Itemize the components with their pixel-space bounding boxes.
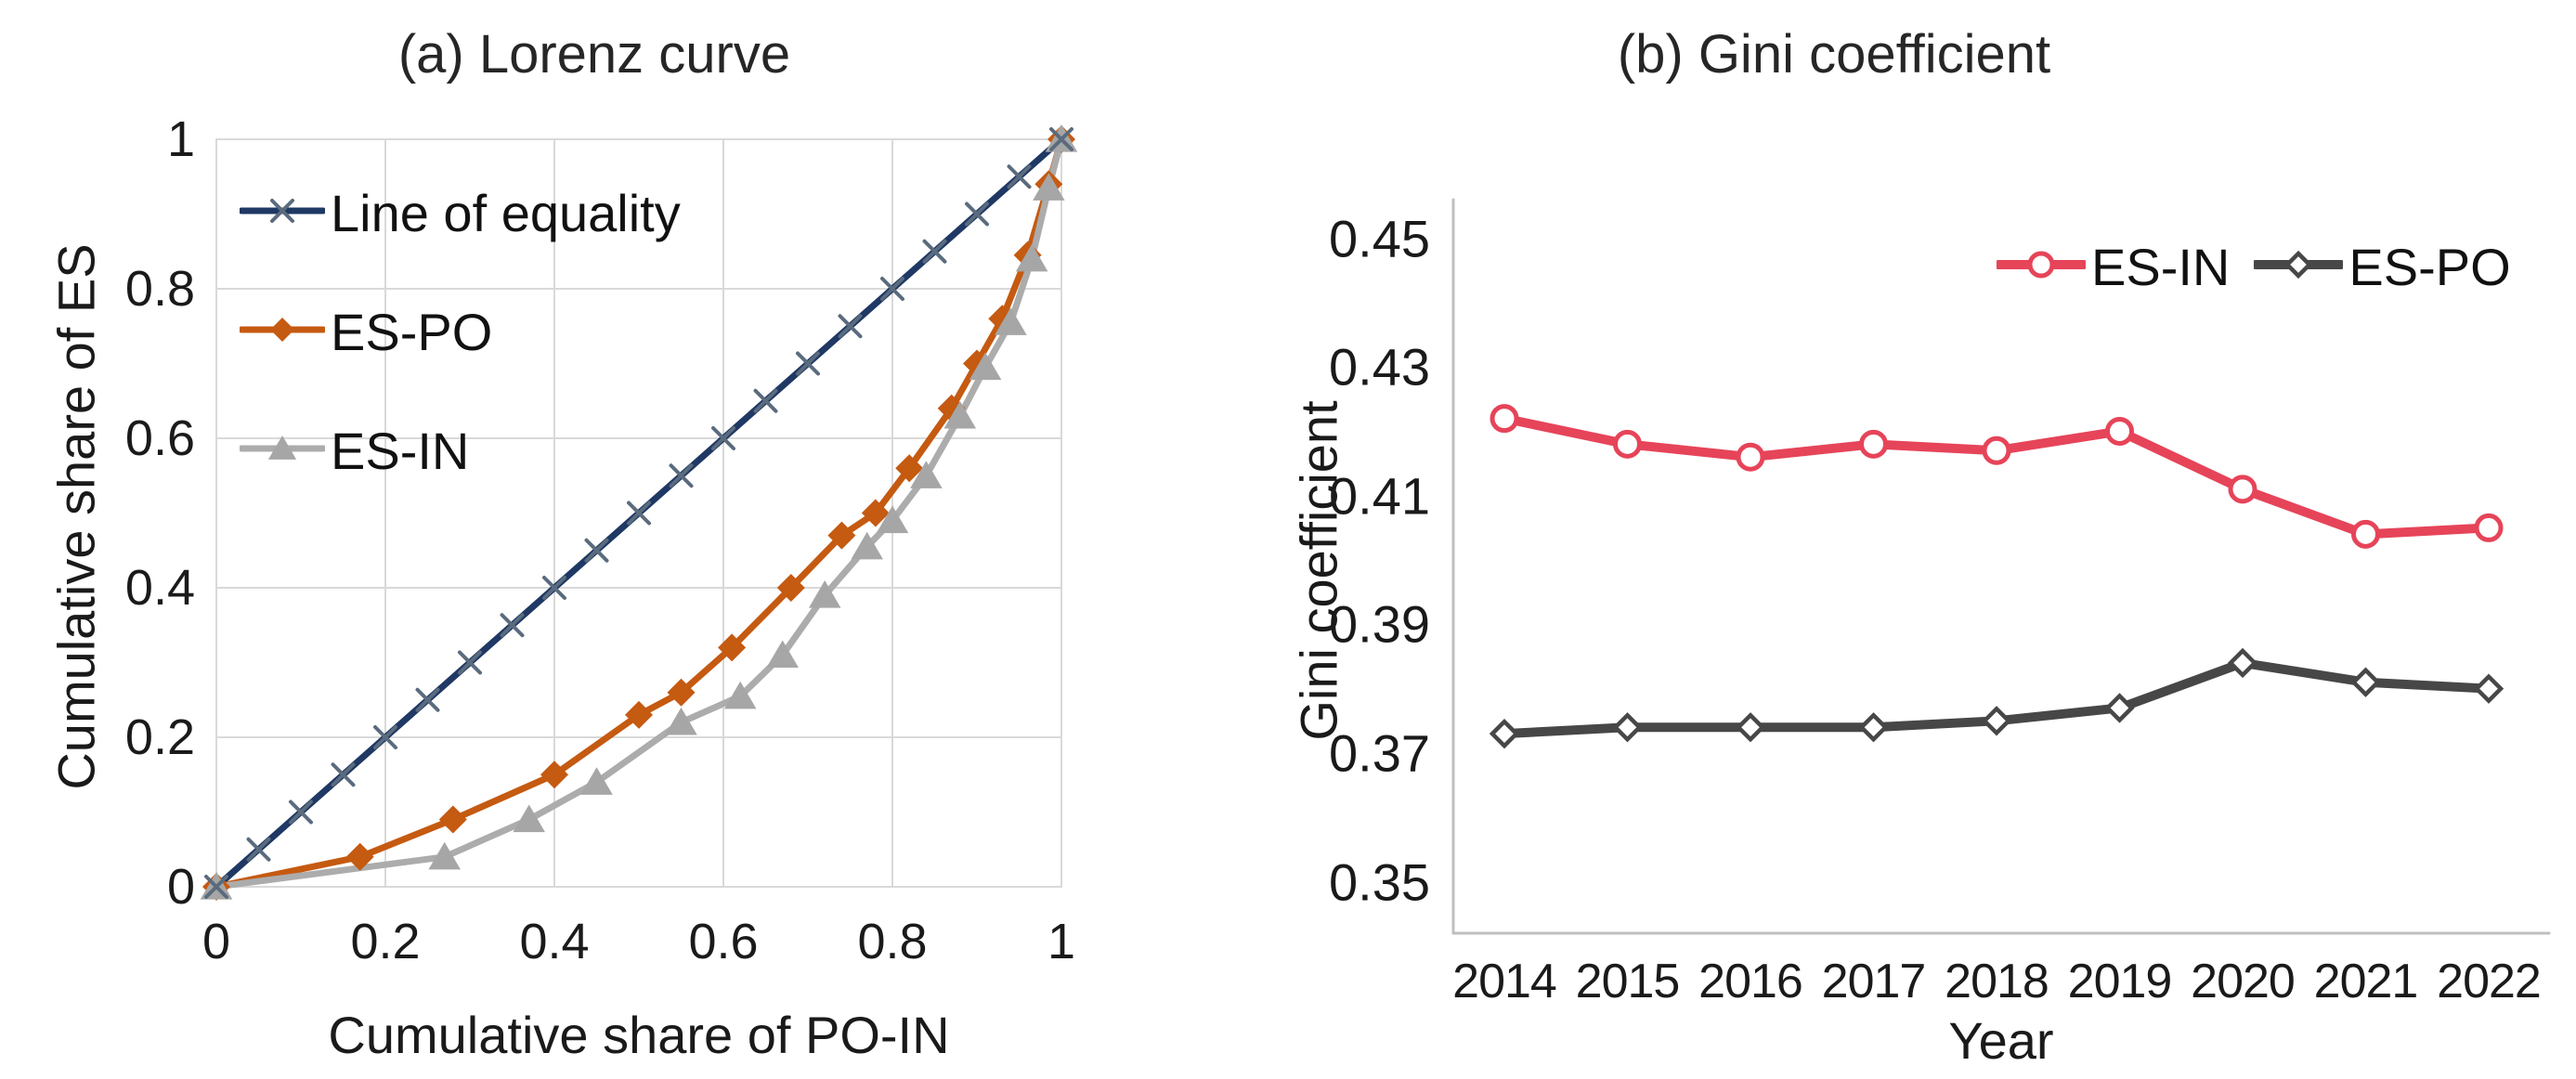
gini-x-tick-label: 2022 xyxy=(2437,955,2542,1008)
lorenz-x-tick-label: 0.2 xyxy=(350,914,421,969)
legend-label: ES-PO xyxy=(331,302,493,361)
lorenz-x-tick-label: 1 xyxy=(1047,914,1076,969)
lorenz-y-tick-label: 0.2 xyxy=(124,709,195,765)
legend-item-es-in: ES-IN xyxy=(1994,234,2231,299)
gini-y-tick-label: 0.41 xyxy=(1329,466,1430,526)
gini-x-tick-label: 2014 xyxy=(1452,955,1557,1008)
lorenz-y-tick-label: 0 xyxy=(166,859,195,915)
lorenz-x-tick-label: 0.4 xyxy=(519,914,590,969)
lorenz-y-tick-label: 0.8 xyxy=(124,261,195,317)
legend-item-line-of-equality: Line of equality xyxy=(238,183,681,242)
gini-x-tick-label: 2018 xyxy=(1945,955,2049,1008)
gini-x-tick-label: 2021 xyxy=(2313,955,2419,1008)
lorenz-x-tick-label: 0.8 xyxy=(857,914,928,969)
gini-x-tick-label: 2017 xyxy=(1821,955,1927,1008)
gini-y-tick-label: 0.37 xyxy=(1329,723,1430,783)
es-in-swatch-icon xyxy=(1994,244,2088,290)
panel-a-legend: Line of equality ES-PO ES-IN xyxy=(238,183,681,480)
gini-x-tick-label: 2020 xyxy=(2191,955,2296,1008)
panel-b-legend: ES-IN ES-PO xyxy=(1994,234,2511,299)
lorenz-x-tick-label: 0.6 xyxy=(688,914,759,969)
panel-a-title: (a) Lorenz curve xyxy=(397,24,791,84)
panel-b-title: (b) Gini coefficient xyxy=(1617,24,2051,84)
panel-b-x-axis-title: Year xyxy=(1948,1011,2054,1070)
gini-x-tick-label: 2015 xyxy=(1575,955,1681,1008)
gini-x-tick-label: 2016 xyxy=(1698,955,1803,1008)
gini-x-tick-label: 2019 xyxy=(2067,955,2173,1008)
legend-item-es-in: ES-IN xyxy=(238,421,681,480)
line-of-equality-swatch-icon xyxy=(238,190,327,236)
legend-item-es-po: ES-PO xyxy=(2251,234,2511,299)
lorenz-x-tick-label: 0 xyxy=(202,914,231,969)
legend-label: ES-PO xyxy=(2348,237,2511,296)
lorenz-y-tick-label: 1 xyxy=(166,111,195,167)
gini-y-tick-label: 0.45 xyxy=(1329,209,1430,268)
es-po-swatch-icon xyxy=(2251,244,2347,290)
es-in-swatch-icon xyxy=(238,428,327,474)
gini-y-tick-label: 0.39 xyxy=(1329,594,1430,654)
legend-label: Line of equality xyxy=(331,183,681,242)
es-po-swatch-icon xyxy=(238,309,327,355)
lorenz-y-tick-label: 0.6 xyxy=(124,410,195,466)
panel-b-y-axis-title: Gini coefficient xyxy=(1289,400,1348,741)
legend-label: ES-IN xyxy=(331,421,470,480)
gini-y-tick-label: 0.35 xyxy=(1329,852,1430,912)
panel-a-x-axis-title: Cumulative share of PO-IN xyxy=(328,1006,950,1064)
legend-label: ES-IN xyxy=(2091,237,2231,296)
lorenz-y-tick-label: 0.4 xyxy=(124,560,195,616)
gini-y-tick-label: 0.43 xyxy=(1329,337,1430,396)
legend-item-es-po: ES-PO xyxy=(238,302,681,361)
